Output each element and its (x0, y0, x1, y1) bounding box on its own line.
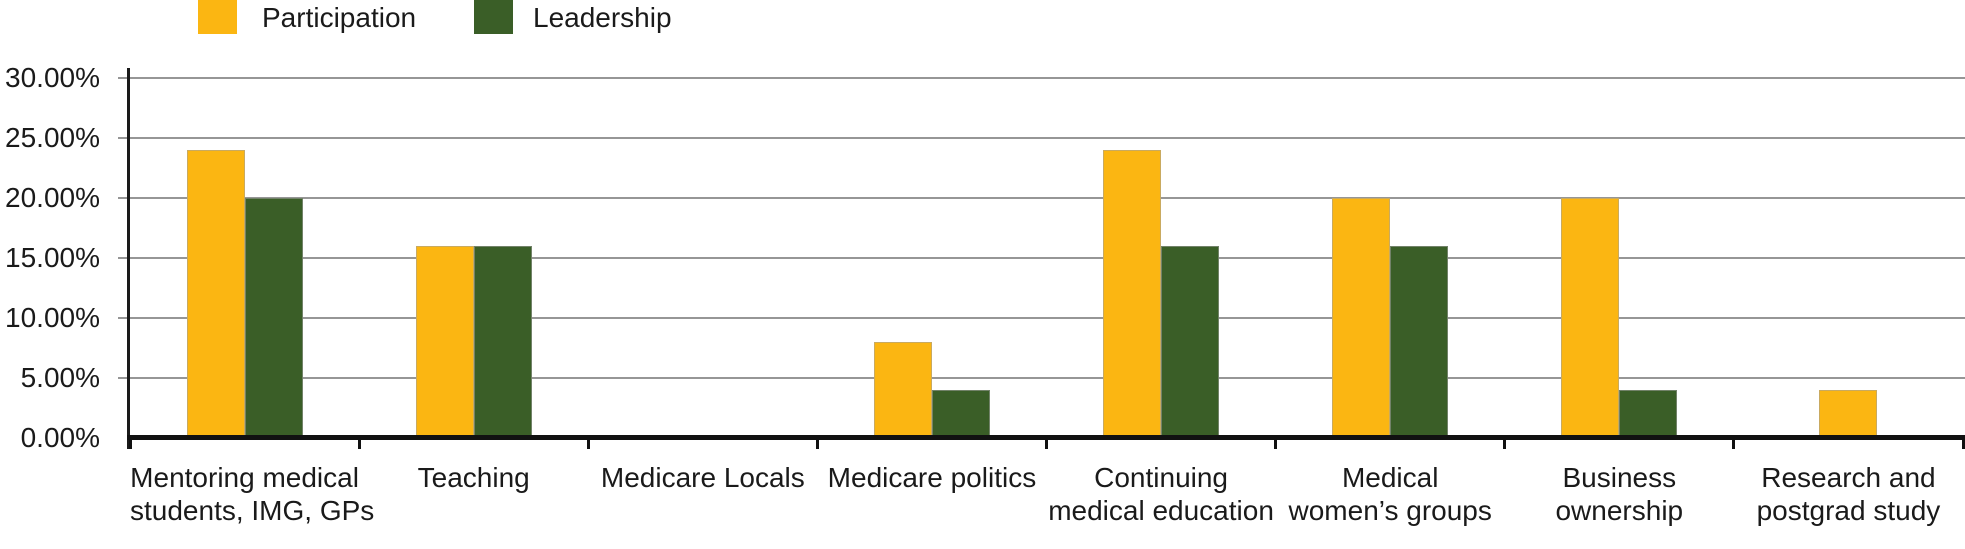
bar-leadership (244, 198, 303, 438)
y-axis-line (127, 68, 130, 449)
category-label: Continuing medical education (1047, 461, 1276, 527)
gridline-5 (118, 377, 1965, 379)
x-axis-tick (1045, 440, 1048, 449)
x-axis-tick (1503, 440, 1507, 449)
y-axis-tick-label: 20.00% (5, 182, 100, 213)
category-label-line: Business (1562, 462, 1677, 493)
legend-label-leadership: Leadership (533, 2, 672, 33)
category-label-line: women’s groups (1288, 495, 1492, 526)
category-label: Business ownership (1505, 461, 1734, 527)
gridline-15 (118, 257, 1965, 259)
category-label-line: Teaching (417, 462, 530, 493)
category-label-line: Mentoring medical (130, 462, 359, 493)
gridline-10 (118, 317, 1965, 319)
category-label-line: ownership (1555, 495, 1684, 526)
bar-participation (1819, 390, 1878, 438)
category-label-line: Medicare politics (827, 462, 1037, 493)
category-label: Medicare politics (817, 461, 1046, 494)
category-label-line: postgrad study (1756, 495, 1941, 526)
gridline-25 (118, 137, 1965, 139)
bar-participation (1561, 198, 1620, 438)
y-axis-tick-label: 10.00% (5, 302, 100, 333)
legend-swatch-leadership (474, 0, 513, 34)
bar-participation (873, 342, 932, 438)
x-axis-tick (1732, 440, 1736, 449)
legend-swatch-participation (198, 0, 237, 34)
x-axis-tick (1961, 440, 1965, 449)
y-axis-tick-label: 30.00% (5, 62, 100, 93)
category-label: Teaching (359, 461, 588, 494)
bar-leadership (931, 390, 990, 438)
category-label-line: Continuing (1094, 462, 1228, 493)
y-axis-tick-label: 0.00% (20, 422, 100, 453)
category-label: Research and postgrad study (1734, 461, 1963, 527)
bar-leadership (1390, 246, 1449, 438)
gridline-20 (118, 197, 1965, 199)
category-label-line: students, IMG, GPs (130, 495, 375, 526)
category-label-line: Medical (1341, 462, 1439, 493)
y-axis-tick-label: 5.00% (20, 362, 100, 393)
category-label-line: Research and (1761, 462, 1936, 493)
x-axis-tick (1274, 440, 1278, 449)
bar-participation (186, 150, 245, 438)
x-axis-tick (815, 440, 819, 449)
bar-leadership (473, 246, 532, 438)
bar-participation (1103, 150, 1162, 438)
category-label: Medicare Locals (588, 461, 817, 494)
legend-label-participation: Participation (262, 2, 417, 33)
category-label-line: medical education (1048, 495, 1274, 526)
bar-participation (415, 246, 474, 438)
category-label: Mentoring medical students, IMG, GPs (130, 461, 375, 527)
bar-participation (1332, 198, 1391, 438)
y-axis-tick-label: 15.00% (5, 242, 100, 273)
bar-leadership (1619, 390, 1678, 438)
x-axis-tick (357, 440, 361, 449)
category-label-line: Medicare Locals (600, 462, 805, 493)
x-axis-tick (586, 440, 590, 449)
bar-leadership (1161, 246, 1220, 438)
x-axis-line (127, 435, 1965, 440)
gridline-30 (118, 77, 1965, 79)
category-label: Medical women’s groups (1276, 461, 1505, 527)
x-axis-tick (128, 440, 132, 449)
y-axis-tick-label: 25.00% (5, 122, 100, 153)
